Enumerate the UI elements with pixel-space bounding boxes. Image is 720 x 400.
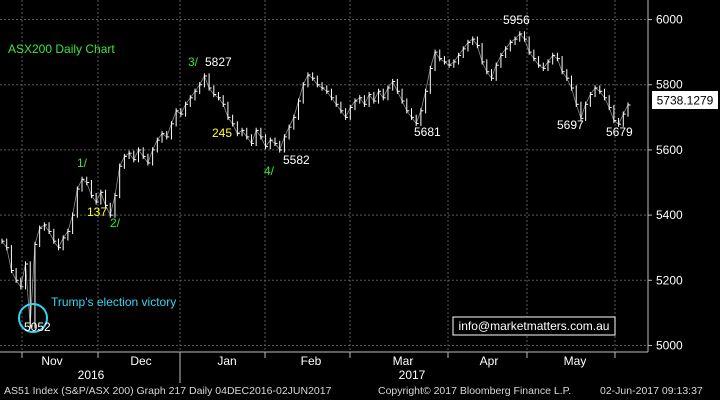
price-line [1,33,629,326]
footer-timestamp: 02-Jun-2017 09:13:37 [600,385,703,397]
gridlines [0,0,652,383]
y-tick-label: 5000 [656,338,683,352]
x-month-label: Dec [130,354,151,368]
annotation-wave4-value: 5582 [283,153,310,167]
footer-left: AS51 Index (S&P/ASX 200) Graph 217 Daily… [4,385,332,397]
x-month-label: Apr [480,354,499,368]
annotation-election-low: 5052 [24,320,51,334]
last-price-badge [652,91,718,109]
annotation-wave2-label: 2/ [110,216,121,230]
annotation-wave3-value: 5827 [205,55,232,69]
election-circle-marker [18,303,48,333]
x-month-label: Mar [393,354,414,368]
email-box [452,316,616,336]
email-label: info@marketmatters.com.au [459,319,610,333]
x-year-label: 2017 [399,368,426,382]
footer-bar: AS51 Index (S&P/ASX 200) Graph 217 Daily… [0,383,720,400]
y-tick-label: 5400 [656,208,683,222]
annotation-wave3-label: 3/ [188,55,199,69]
x-month-label: May [564,354,587,368]
y-tick-label: 5200 [656,273,683,287]
price-series [1,31,631,329]
x-month-label: Nov [41,354,62,368]
annotation-wave1-label: 1/ [77,156,88,170]
axes [0,0,649,353]
annotation-wave4-label: 4/ [264,164,275,178]
x-tick-labels: Nov Dec Jan Feb Mar Apr May 2016 2017 [41,354,586,382]
footer-copyright: Copyright© 2017 Bloomberg Finance L.P. [378,385,572,397]
annotation-april-high: 5956 [503,13,530,27]
annotation-june-low: 5679 [606,125,633,139]
y-tick-label: 5800 [656,78,683,92]
x-year-label: 2016 [78,368,105,382]
annotation-wave2-points: 137 [87,205,107,219]
annotation-election: Trump's election victory [51,295,176,309]
y-tick-labels: 5000 5200 5400 5600 5800 6000 [656,13,683,353]
x-month-label: Jan [217,354,236,368]
chart-title: ASX200 Daily Chart [8,42,115,56]
y-tick-label: 6000 [656,13,683,27]
y-tick-label: 5600 [656,143,683,157]
annotation-march-low: 5681 [414,125,441,139]
annotation-may-low: 5697 [557,118,584,132]
annotation-wave4-points: 245 [212,126,232,140]
x-month-label: Feb [301,354,322,368]
last-price-label: 5738.1279 [657,94,714,108]
